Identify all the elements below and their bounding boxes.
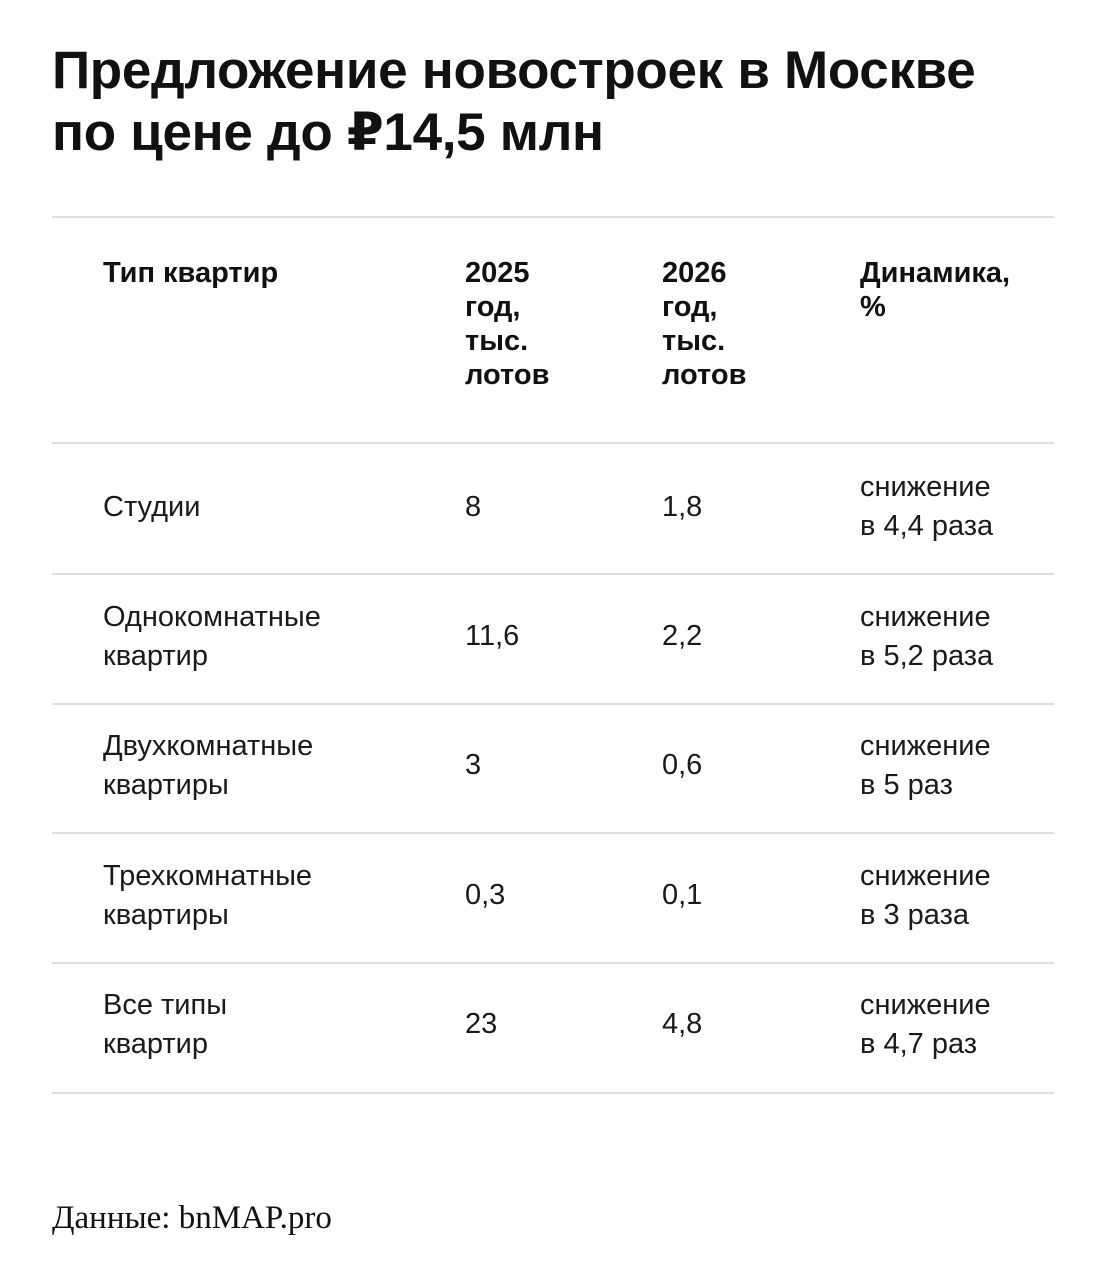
cell-2026: 2,2	[662, 620, 703, 652]
cell-dynamics: снижение в 4,4 раза	[860, 471, 994, 542]
table-divider	[52, 1092, 1054, 1094]
cell-dynamics: снижение в 4,7 раз	[860, 989, 991, 1060]
page-title: Предложение новостроек в Москве по цене …	[52, 41, 976, 162]
cell-2026: 0,6	[662, 749, 703, 781]
cell-dynamics: снижение в 5,2 раза	[860, 601, 994, 672]
header-2025: 2025 год, тыс. лотов	[465, 257, 550, 391]
table-divider	[52, 573, 1054, 575]
table-divider	[52, 442, 1054, 444]
cell-dynamics: снижение в 3 раза	[860, 860, 991, 931]
table-divider	[52, 703, 1054, 705]
cell-2026: 4,8	[662, 1008, 703, 1040]
cell-2026: 1,8	[662, 491, 703, 523]
cell-2025: 0,3	[465, 879, 506, 911]
cell-type: Двухкомнатные квартиры	[103, 730, 314, 801]
cell-type: Студии	[103, 491, 201, 523]
header-dynamics: Динамика, %	[860, 257, 1011, 323]
table-divider	[52, 962, 1054, 964]
cell-type: Все типы квартир	[103, 989, 228, 1060]
cell-2025: 23	[465, 1008, 498, 1040]
data-source: Данные: bnMAP.pro	[52, 1200, 332, 1236]
cell-2026: 0,1	[662, 879, 703, 911]
header-2026: 2026 год, тыс. лотов	[662, 257, 747, 391]
cell-2025: 8	[465, 491, 482, 523]
header-apartment-type: Тип квартир	[103, 257, 279, 289]
cell-2025: 3	[465, 749, 482, 781]
cell-type: Однокомнатные квартир	[103, 601, 321, 672]
cell-type: Трехкомнатные квартиры	[103, 860, 313, 931]
table-divider	[52, 216, 1054, 218]
table-divider	[52, 832, 1054, 834]
cell-dynamics: снижение в 5 раз	[860, 730, 991, 801]
cell-2025: 11,6	[465, 620, 520, 652]
